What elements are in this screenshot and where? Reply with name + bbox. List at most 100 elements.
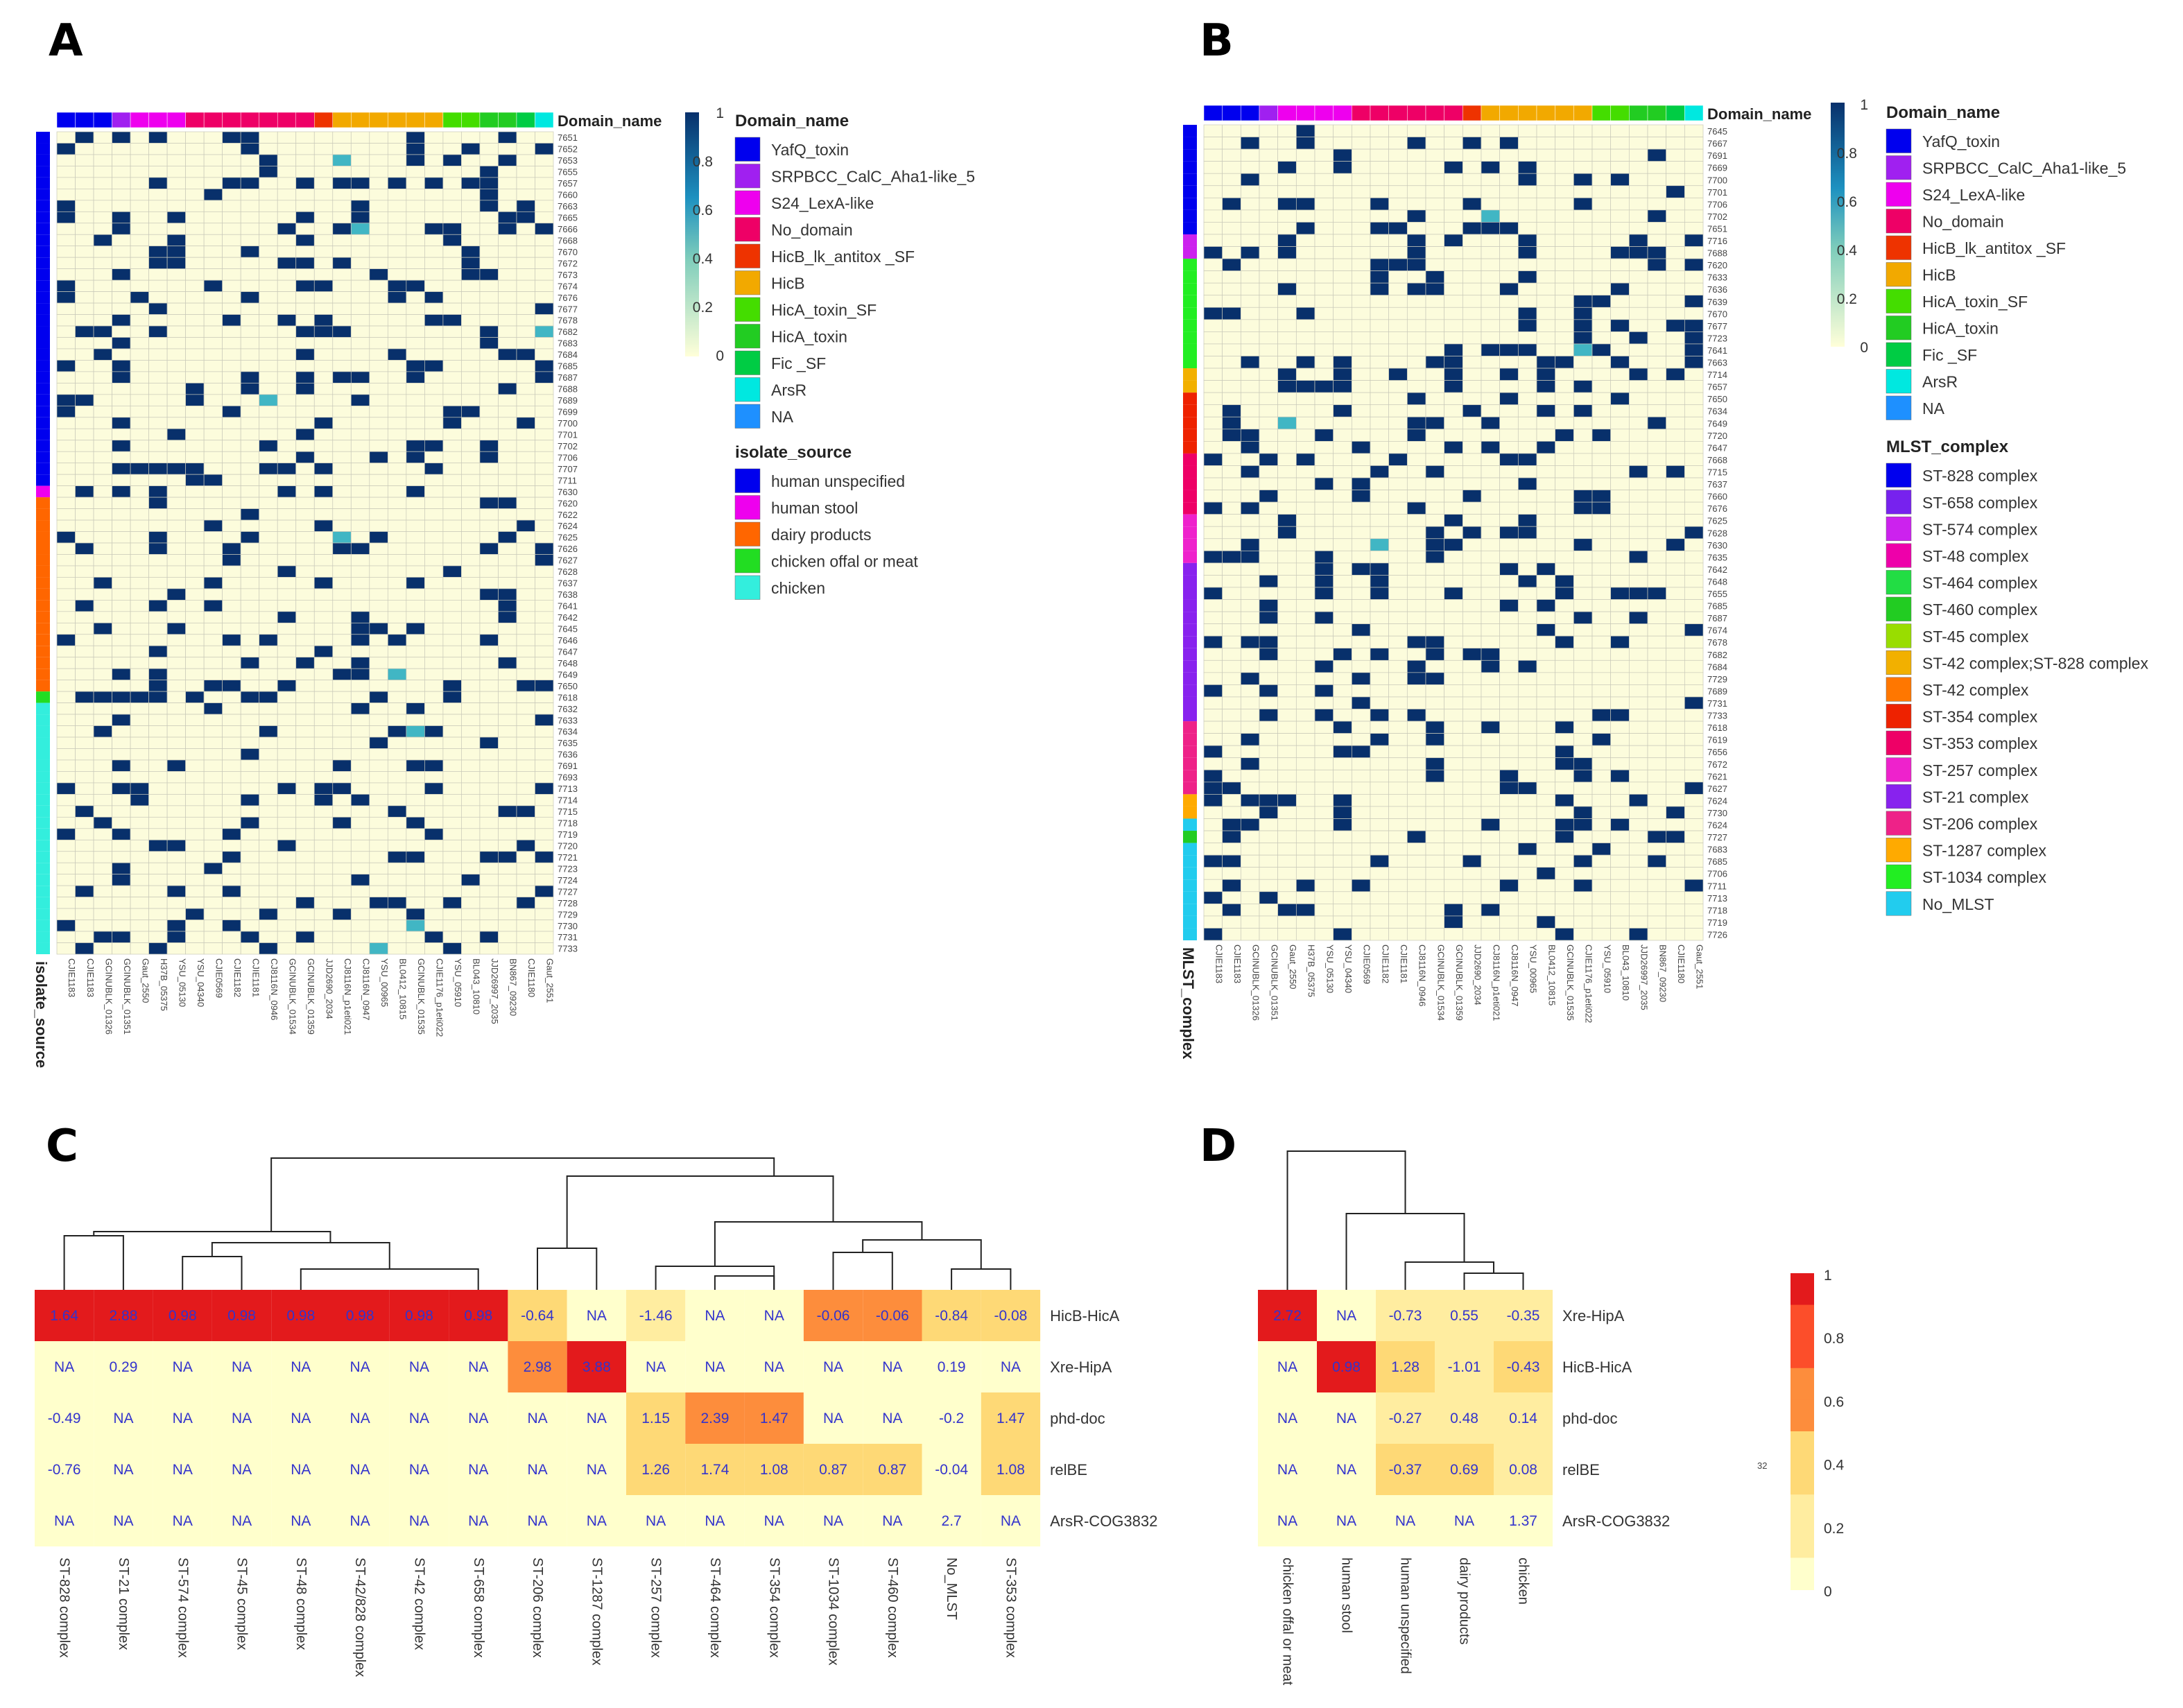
heatmap-cell: [1536, 709, 1556, 722]
heatmap-cell: [330, 1444, 390, 1495]
heatmap-cell: [1536, 258, 1556, 271]
heatmap-cell: [535, 931, 554, 943]
heatmap-cell: [369, 531, 388, 544]
heatmap-cell: [1462, 854, 1482, 868]
heatmap-cell: [75, 794, 94, 806]
legend-label: YafQ_toxin: [771, 141, 849, 159]
heatmap-cell: [1333, 635, 1352, 649]
heatmap-cell: [295, 508, 315, 521]
heatmap-cell: [1406, 648, 1426, 661]
heatmap-cell: [1684, 343, 1704, 356]
heatmap-cell: [516, 166, 535, 178]
heatmap-cell: [863, 1495, 922, 1546]
row-annotation-cell: [36, 326, 50, 338]
heatmap-cell: [535, 360, 554, 372]
heatmap-cell: [1462, 672, 1482, 685]
heatmap-cell: [130, 565, 149, 578]
dendrogram-branch: [182, 1256, 243, 1290]
column-annotation-cell: [461, 112, 481, 128]
heatmap-cell: [516, 897, 535, 909]
heatmap-cell: [1647, 319, 1667, 332]
heatmap-cell: [1481, 599, 1501, 612]
heatmap-cell: [1591, 331, 1612, 345]
heatmap-cell: [1277, 429, 1297, 442]
heatmap-cell: [185, 680, 205, 692]
row-annotation-cell: [1183, 234, 1197, 247]
heatmap-cell: [222, 451, 241, 464]
heatmap-cell: [1425, 416, 1445, 430]
heatmap-cell: [406, 154, 425, 166]
heatmap-cell: [56, 417, 76, 429]
heatmap-cell: [1517, 514, 1537, 527]
heatmap-cell: [516, 302, 535, 315]
heatmap-cell: [1684, 282, 1704, 296]
heatmap-cell: [75, 508, 94, 521]
heatmap-cell: [1481, 258, 1501, 271]
heatmap-cell: [626, 1290, 686, 1341]
heatmap-cell: [277, 645, 297, 658]
heatmap-cell: [1203, 295, 1223, 308]
heatmap-cell: [295, 622, 315, 635]
heatmap-cell: [1203, 562, 1223, 576]
heatmap-cell: [1406, 806, 1426, 819]
heatmap-cell: [148, 680, 168, 692]
heatmap-cell: [148, 463, 168, 475]
heatmap-cell: [56, 897, 76, 909]
heatmap-cell: [1666, 490, 1685, 503]
row-annotation-cell: [36, 234, 50, 246]
heatmap-cell: [1425, 356, 1445, 369]
heatmap-cell: [1462, 368, 1482, 381]
heatmap-cell: [185, 668, 205, 681]
heatmap-cell: [259, 268, 278, 281]
heatmap-cell: [1425, 392, 1445, 406]
heatmap-cell: [259, 348, 278, 361]
heatmap-cell: [1647, 769, 1667, 783]
heatmap-cell: [56, 531, 76, 544]
heatmap-cell: [350, 862, 370, 875]
heatmap-cell: [1425, 635, 1445, 649]
heatmap-cell: [442, 748, 462, 761]
heatmap-cell: [1647, 368, 1667, 381]
heatmap-cell: [240, 622, 260, 635]
row-label: 7720: [558, 840, 578, 851]
heatmap-cell: [1573, 648, 1593, 661]
heatmap-cell: [259, 211, 278, 224]
heatmap-cell: [112, 794, 131, 806]
heatmap-cell: [222, 348, 241, 361]
row-label: 7720: [1707, 431, 1727, 441]
cell-value: NA: [1001, 1513, 1021, 1529]
cell-value: 1.37: [1509, 1513, 1537, 1529]
heatmap-cell: [1684, 392, 1704, 406]
cell-value: 0.55: [1450, 1308, 1478, 1324]
heatmap-cell: [1370, 319, 1390, 332]
heatmap-cell: [406, 554, 425, 567]
heatmap-cell: [479, 314, 499, 327]
row-label: 7713: [558, 784, 578, 794]
heatmap-cell: [313, 680, 334, 692]
heatmap-cell: [406, 268, 425, 281]
heatmap-cell: [535, 611, 554, 623]
heatmap-cell: [1517, 672, 1537, 685]
heatmap-cell: [389, 1290, 449, 1341]
heatmap-cell: [369, 862, 388, 875]
heatmap-cell: [313, 348, 334, 361]
heatmap-cell: [1259, 161, 1279, 174]
heatmap-cell: [222, 794, 241, 806]
heatmap-cell: [332, 542, 352, 555]
heatmap-cell: [1536, 185, 1556, 198]
heatmap-cell: [1388, 587, 1408, 600]
heatmap-cell: [1314, 794, 1334, 807]
row-label: 7713: [1707, 893, 1727, 904]
heatmap-cell: [295, 862, 315, 875]
heatmap-cell: [1462, 745, 1482, 759]
heatmap-cell: [313, 851, 334, 863]
heatmap-cell: [56, 885, 76, 897]
heatmap-cell: [259, 702, 278, 715]
heatmap-cell: [75, 748, 94, 761]
heatmap-cell: [148, 223, 168, 235]
heatmap-cell: [1406, 356, 1426, 369]
heatmap-cell: [212, 1341, 272, 1392]
heatmap-cell: [1573, 295, 1593, 308]
heatmap-cell: [1203, 356, 1223, 369]
legend-swatch: [1886, 155, 1912, 180]
